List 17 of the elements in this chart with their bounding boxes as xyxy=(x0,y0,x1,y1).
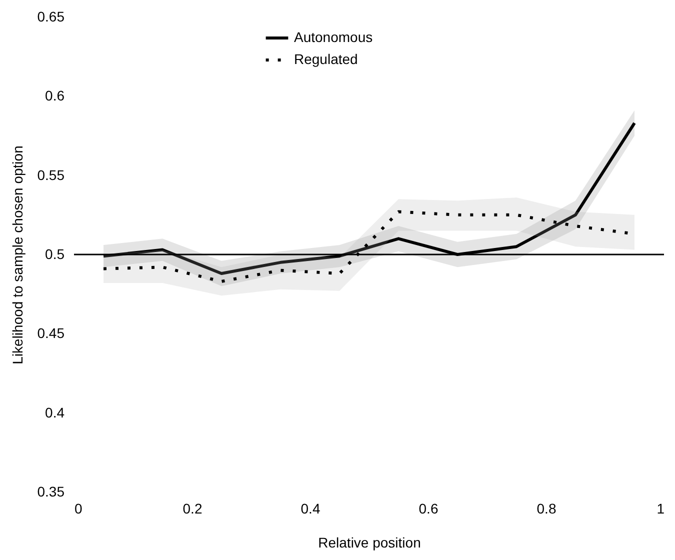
x-tick-label: 0.2 xyxy=(182,500,202,516)
y-tick-label: 0.35 xyxy=(37,484,65,500)
y-tick-label: 0.5 xyxy=(45,246,65,262)
x-tick-label: 0.6 xyxy=(418,500,438,516)
y-axis-title: Likelihood to sample chosen option xyxy=(9,146,26,364)
x-tick-label: 0.4 xyxy=(300,500,320,516)
y-tick-label: 0.65 xyxy=(37,8,65,24)
x-tick-label: 1 xyxy=(656,500,665,516)
legend-label: Regulated xyxy=(294,51,358,67)
y-tick-label: 0.4 xyxy=(45,404,65,420)
x-tick-label: 0.8 xyxy=(536,500,556,516)
y-tick-label: 0.45 xyxy=(37,325,65,342)
y-tick-label: 0.6 xyxy=(45,88,65,104)
y-tick-label: 0.55 xyxy=(37,166,65,183)
legend-label: Autonomous xyxy=(294,29,373,45)
x-axis-title: Relative position xyxy=(318,534,421,550)
x-tick-label: 0 xyxy=(74,500,82,516)
